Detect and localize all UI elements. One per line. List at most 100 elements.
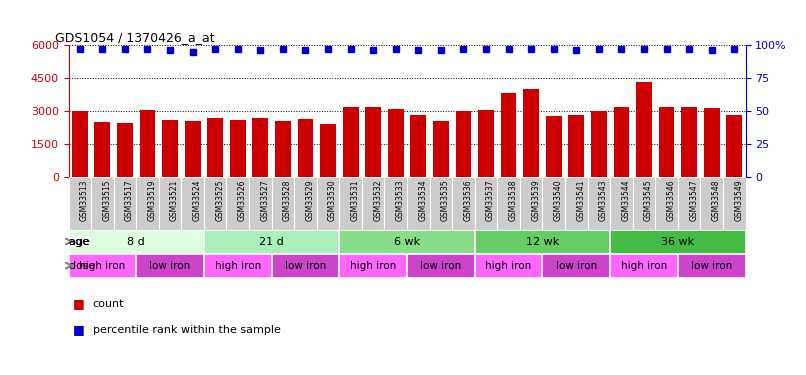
Bar xyxy=(136,177,159,230)
Bar xyxy=(249,177,272,230)
Text: GSM33543: GSM33543 xyxy=(599,180,608,221)
Text: GSM33532: GSM33532 xyxy=(373,180,382,221)
Text: low iron: low iron xyxy=(149,261,191,270)
Bar xyxy=(204,254,272,278)
Bar xyxy=(520,177,542,230)
Bar xyxy=(542,177,565,230)
Bar xyxy=(588,177,610,230)
Bar xyxy=(655,177,678,230)
Text: dose: dose xyxy=(69,261,99,270)
Bar xyxy=(542,254,610,278)
Text: GSM33538: GSM33538 xyxy=(509,180,517,221)
Text: low iron: low iron xyxy=(555,261,597,270)
Bar xyxy=(633,177,655,230)
Bar xyxy=(678,254,746,278)
Bar xyxy=(591,111,607,177)
Bar xyxy=(433,121,449,177)
Bar xyxy=(320,124,336,177)
Text: low iron: low iron xyxy=(691,261,733,270)
Text: low iron: low iron xyxy=(285,261,326,270)
Text: GDS1054 / 1370426_a_at: GDS1054 / 1370426_a_at xyxy=(55,31,214,44)
Bar xyxy=(475,254,542,278)
Text: GSM33540: GSM33540 xyxy=(554,180,563,221)
Text: ■: ■ xyxy=(73,324,85,336)
Bar xyxy=(91,177,114,230)
Bar xyxy=(230,120,246,177)
Text: high iron: high iron xyxy=(485,261,532,270)
Bar xyxy=(185,121,201,177)
Text: GSM33528: GSM33528 xyxy=(283,180,292,221)
Text: GSM33536: GSM33536 xyxy=(463,180,472,221)
Bar xyxy=(94,122,110,177)
Bar xyxy=(704,108,720,177)
Text: GSM33546: GSM33546 xyxy=(667,180,675,221)
Bar xyxy=(610,230,746,254)
Text: GSM33531: GSM33531 xyxy=(351,180,359,221)
Bar xyxy=(294,177,317,230)
Text: GSM33541: GSM33541 xyxy=(576,180,585,221)
Bar xyxy=(430,177,452,230)
Bar xyxy=(681,106,697,177)
Text: GSM33533: GSM33533 xyxy=(396,180,405,221)
Bar xyxy=(388,109,404,177)
Bar xyxy=(610,177,633,230)
Text: 12 wk: 12 wk xyxy=(526,237,559,246)
Bar xyxy=(659,106,675,177)
Text: GSM33547: GSM33547 xyxy=(689,180,698,221)
Bar xyxy=(339,177,362,230)
Text: GSM33529: GSM33529 xyxy=(305,180,314,221)
Bar xyxy=(497,177,520,230)
Bar xyxy=(410,115,426,177)
Text: GSM33525: GSM33525 xyxy=(215,180,224,221)
Bar xyxy=(136,254,204,278)
Bar xyxy=(207,117,223,177)
Bar xyxy=(204,177,226,230)
Bar xyxy=(69,254,136,278)
Bar xyxy=(69,230,204,254)
Text: GSM33527: GSM33527 xyxy=(260,180,269,221)
Bar xyxy=(455,111,472,177)
Bar xyxy=(613,106,629,177)
Bar xyxy=(317,177,339,230)
Bar xyxy=(501,93,517,177)
Text: GSM33537: GSM33537 xyxy=(486,180,495,221)
Text: GSM33513: GSM33513 xyxy=(80,180,89,221)
Text: low iron: low iron xyxy=(420,261,462,270)
Text: GSM33521: GSM33521 xyxy=(170,180,179,221)
Bar xyxy=(339,230,475,254)
Bar xyxy=(181,177,204,230)
Bar xyxy=(365,106,381,177)
Bar xyxy=(636,82,652,177)
Text: 8 d: 8 d xyxy=(127,237,145,246)
Bar xyxy=(478,110,494,177)
Text: GSM33535: GSM33535 xyxy=(441,180,450,221)
Text: GSM33515: GSM33515 xyxy=(102,180,111,221)
Text: high iron: high iron xyxy=(621,261,667,270)
Bar xyxy=(723,177,746,230)
Text: 36 wk: 36 wk xyxy=(661,237,695,246)
Bar xyxy=(362,177,384,230)
Bar xyxy=(139,110,156,177)
Text: high iron: high iron xyxy=(350,261,397,270)
Bar xyxy=(546,116,562,177)
Bar xyxy=(407,177,430,230)
Text: GSM33539: GSM33539 xyxy=(531,180,540,221)
Bar xyxy=(226,177,249,230)
Bar xyxy=(700,177,723,230)
Text: 21 d: 21 d xyxy=(260,237,284,246)
Text: count: count xyxy=(93,299,124,309)
Bar xyxy=(272,177,294,230)
Bar xyxy=(475,230,610,254)
Text: ■: ■ xyxy=(73,297,85,310)
Text: GSM33519: GSM33519 xyxy=(147,180,156,221)
Text: percentile rank within the sample: percentile rank within the sample xyxy=(93,325,280,335)
Text: high iron: high iron xyxy=(79,261,126,270)
Text: GSM33549: GSM33549 xyxy=(734,180,743,221)
Text: GSM33548: GSM33548 xyxy=(712,180,721,221)
Bar xyxy=(204,230,339,254)
Text: GSM33526: GSM33526 xyxy=(238,180,247,221)
Bar xyxy=(726,115,742,177)
Bar xyxy=(407,254,475,278)
Bar xyxy=(69,177,91,230)
Bar xyxy=(72,111,88,177)
